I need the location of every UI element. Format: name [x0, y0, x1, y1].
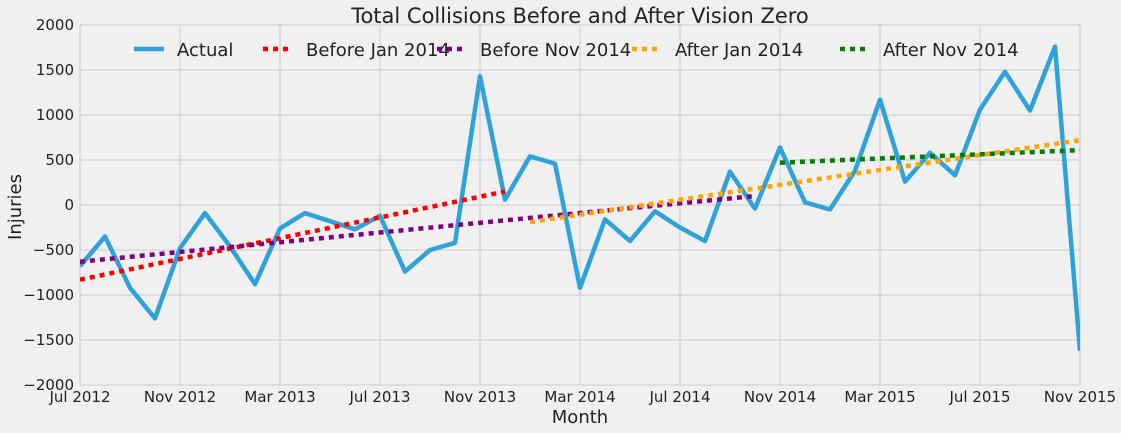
series-line-2 — [80, 193, 756, 264]
y-tick-label: 1000 — [36, 106, 74, 124]
y-axis-label: Injuries — [5, 174, 26, 240]
plot-area — [80, 44, 1080, 351]
legend-entry: Before Jan 2014 — [263, 40, 450, 61]
y-tick-label: −1500 — [23, 331, 74, 349]
series-line-0 — [80, 44, 1080, 351]
y-tick-label: 1500 — [36, 61, 74, 79]
series-line-4 — [779, 147, 1080, 165]
y-tick-label: 2000 — [36, 16, 74, 34]
legend-entry: Before Nov 2014 — [437, 40, 631, 61]
legend-entry: After Jan 2014 — [632, 40, 803, 61]
legend: Actual Before Jan 2014 Before Nov 2014 Afte… — [134, 40, 1019, 61]
x-tick-label: Jul 2015 — [948, 388, 1010, 406]
y-tick-label: −1000 — [23, 286, 74, 304]
legend-label: After Jan 2014 — [675, 40, 803, 61]
x-tick-label: Jul 2014 — [648, 388, 710, 406]
x-tick-label: Mar 2015 — [844, 388, 915, 406]
x-tick-label: Nov 2014 — [744, 388, 816, 406]
y-tick-label: 500 — [45, 151, 74, 169]
x-tick-label: Mar 2014 — [544, 388, 615, 406]
legend-label: Actual — [177, 40, 233, 61]
x-tick-label: Nov 2012 — [144, 388, 216, 406]
legend-label: Before Jan 2014 — [306, 40, 450, 61]
y-tick-label: 0 — [64, 196, 74, 214]
legend-entry: After Nov 2014 — [840, 40, 1019, 61]
x-tick-label: Nov 2015 — [1044, 388, 1116, 406]
x-tick-label: Mar 2013 — [244, 388, 315, 406]
grid — [79, 24, 1081, 386]
x-axis-ticks: Jul 2012 Nov 2012 Mar 2013 Jul 2013 Nov 2013… — [48, 388, 1116, 406]
legend-label: After Nov 2014 — [883, 40, 1019, 61]
legend-label: Before Nov 2014 — [480, 40, 631, 61]
series-line-3 — [529, 137, 1080, 225]
x-tick-label: Jul 2013 — [348, 388, 410, 406]
y-tick-label: −500 — [33, 241, 74, 259]
x-tick-label: Nov 2013 — [444, 388, 516, 406]
series-line-1 — [80, 189, 506, 282]
y-axis-ticks: −2000 −1500 −1000 −500 0 500 1000 1500 2000 — [23, 16, 74, 394]
chart-title: Total Collisions Before and After Vision… — [350, 4, 809, 28]
x-axis-label: Month — [552, 407, 608, 428]
x-tick-label: Jul 2012 — [48, 388, 110, 406]
legend-entry: Actual — [134, 40, 233, 61]
y-tick-label: −2000 — [23, 376, 74, 394]
